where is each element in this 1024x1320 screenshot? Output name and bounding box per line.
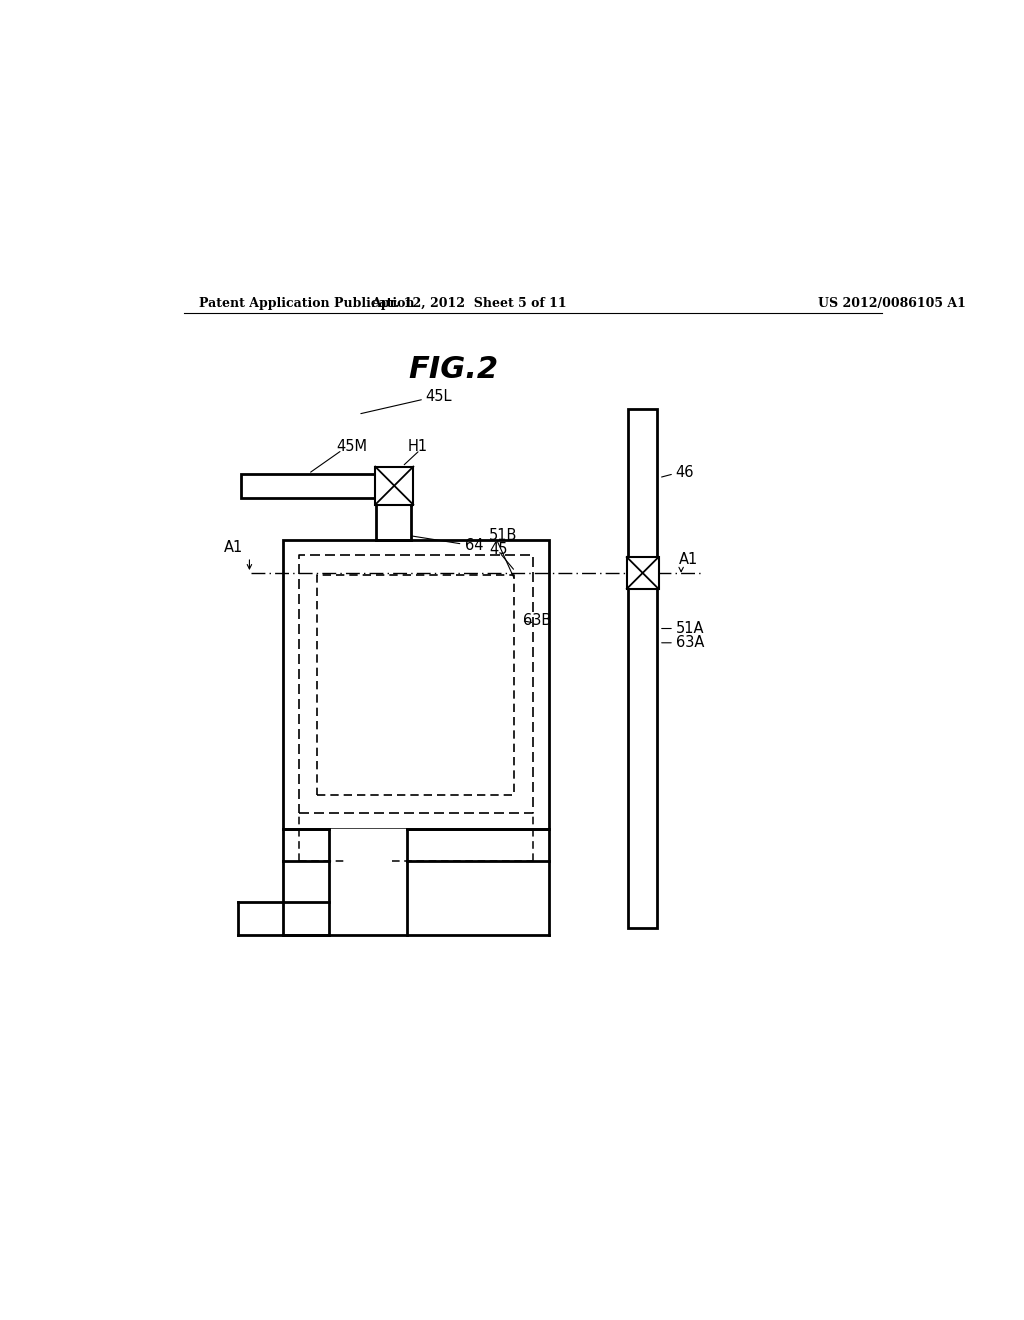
Text: Apr. 12, 2012  Sheet 5 of 11: Apr. 12, 2012 Sheet 5 of 11	[372, 297, 567, 310]
Text: A1: A1	[224, 540, 243, 556]
Text: A1: A1	[679, 552, 698, 568]
Text: 45L: 45L	[426, 389, 453, 404]
Text: FIG.2: FIG.2	[409, 355, 499, 384]
Bar	[628, 409, 657, 928]
Bar	[283, 540, 549, 829]
Text: H1: H1	[408, 440, 427, 454]
Polygon shape	[329, 829, 408, 861]
Text: 51B: 51B	[489, 528, 517, 543]
Text: 45: 45	[489, 541, 508, 557]
Text: 64: 64	[413, 536, 483, 553]
Text: US 2012/0086105 A1: US 2012/0086105 A1	[818, 297, 967, 310]
Text: 45M: 45M	[336, 440, 367, 454]
Bar	[242, 474, 375, 498]
Text: 51A: 51A	[676, 620, 705, 636]
Bar	[375, 466, 414, 504]
Text: 46: 46	[676, 465, 694, 479]
Bar	[627, 557, 658, 589]
Text: Patent Application Publication: Patent Application Publication	[200, 297, 415, 310]
Text: 63A: 63A	[676, 635, 703, 651]
Text: 63B: 63B	[523, 612, 552, 628]
